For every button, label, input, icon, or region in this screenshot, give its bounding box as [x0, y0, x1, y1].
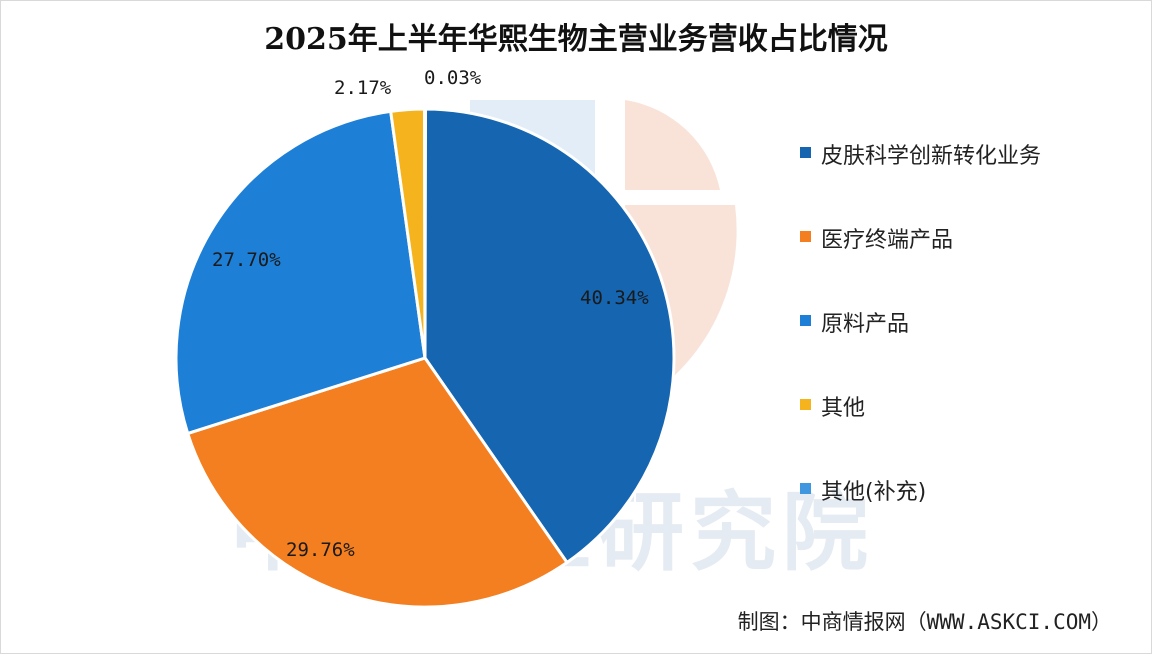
- slice-label-1: 40.34%: [580, 287, 649, 309]
- legend-item-3: 原料产品: [800, 306, 1130, 390]
- legend-item-1: 皮肤科学创新转化业务: [800, 138, 1130, 222]
- legend-swatch-icon: [800, 399, 811, 410]
- legend-label: 其他: [821, 396, 866, 421]
- legend-label: 医疗终端产品: [821, 228, 954, 253]
- legend-item-2: 医疗终端产品: [800, 222, 1130, 306]
- source-note: 制图：中商情报网（WWW.ASKCI.COM）: [737, 610, 1112, 634]
- slice-label-5: 0.03%: [424, 67, 482, 89]
- slice-label-3: 27.70%: [212, 249, 281, 271]
- legend: 皮肤科学创新转化业务 医疗终端产品 原料产品其他其他(补充): [800, 138, 1130, 558]
- slice-label-2: 29.76%: [286, 539, 355, 561]
- legend-swatch-icon: [800, 231, 811, 242]
- pie-slice-2: [185, 356, 570, 609]
- legend-label: 皮肤科学创新转化业务: [821, 144, 1042, 169]
- legend-label: 其他(补充): [821, 480, 927, 505]
- slice-label-4: 2.17%: [334, 77, 392, 99]
- pie-slice-5: [423, 107, 428, 359]
- legend-item-4: 其他: [800, 390, 1130, 474]
- legend-swatch-icon: [800, 315, 811, 326]
- legend-swatch-icon: [800, 147, 811, 158]
- legend-label: 原料产品: [821, 312, 910, 337]
- pie-slice-3: [174, 109, 427, 436]
- legend-item-5: 其他(补充): [800, 474, 1130, 558]
- chart-title: 2025年上半年华熙生物主营业务营收占比情况: [264, 22, 888, 57]
- pie-slice-1: [423, 107, 676, 565]
- legend-swatch-icon: [800, 483, 811, 494]
